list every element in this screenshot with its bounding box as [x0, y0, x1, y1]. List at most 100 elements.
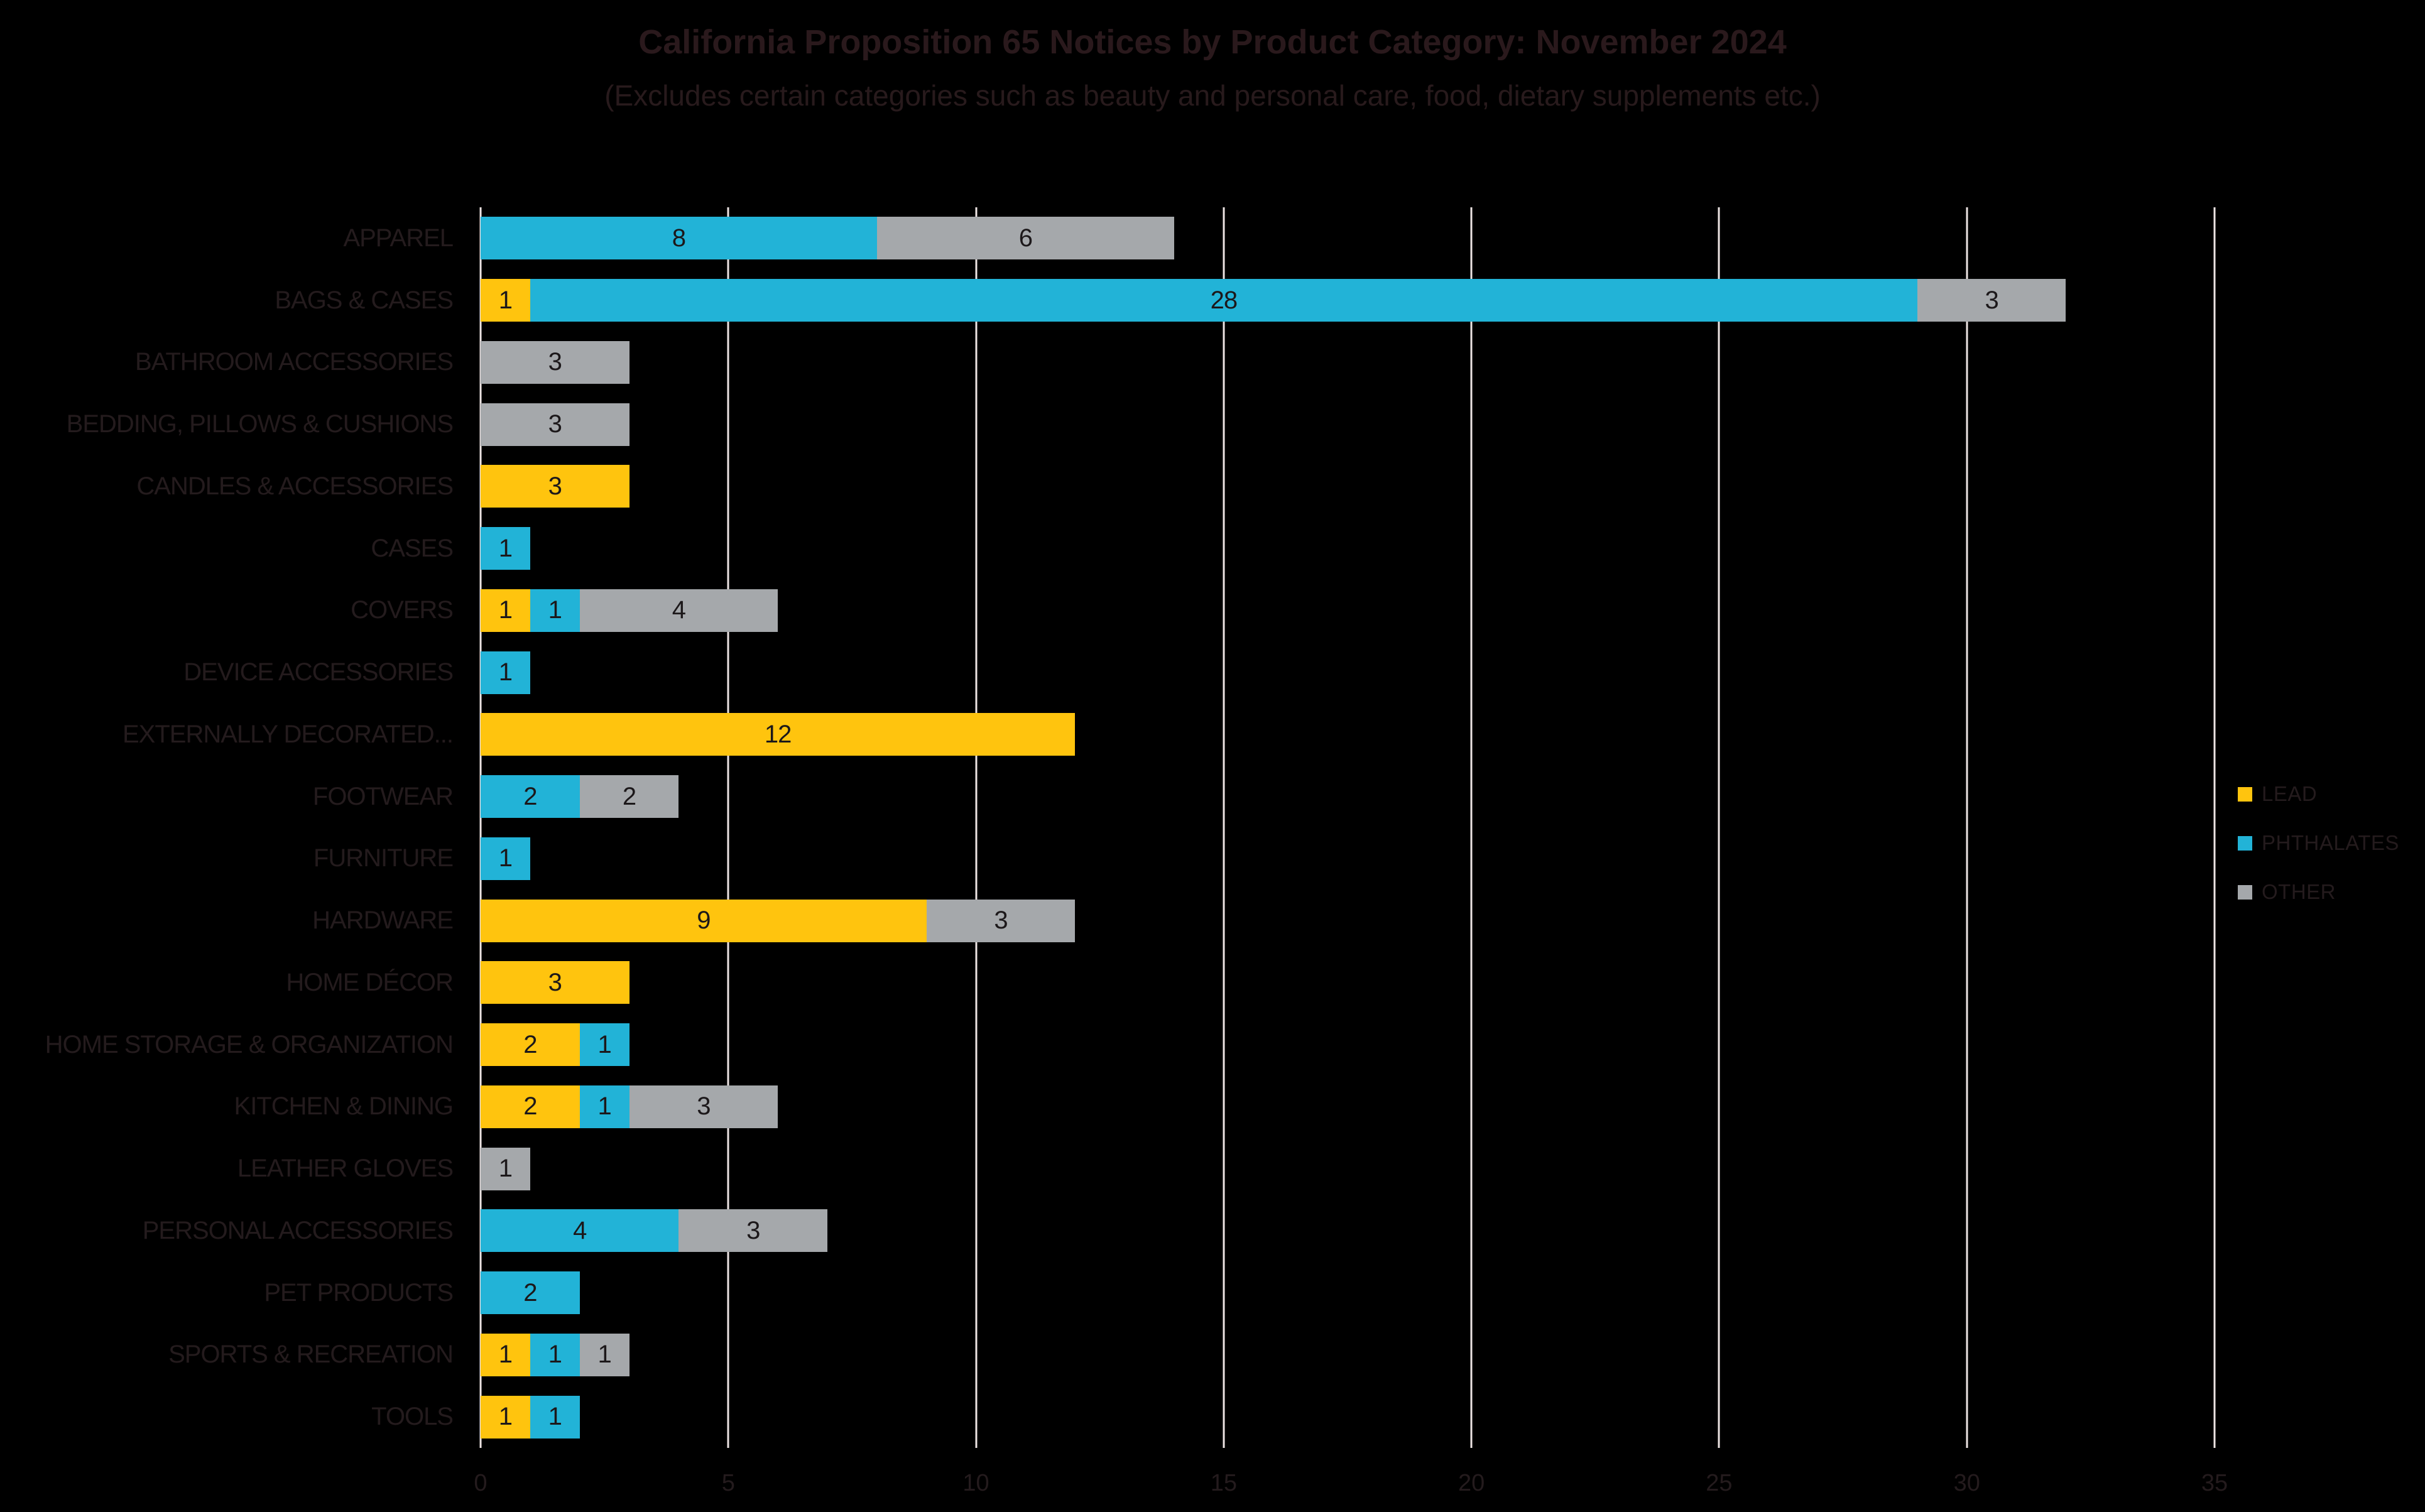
category-label: APPAREL — [343, 224, 454, 252]
gridline-x-25 — [1718, 207, 1720, 1448]
gridline-x-15 — [1223, 207, 1225, 1448]
category-label: HOME STORAGE & ORGANIZATION — [45, 1030, 454, 1058]
bar-value-label: 2 — [523, 782, 537, 810]
bar-value-label: 1 — [597, 1341, 611, 1369]
bar-value-label: 3 — [548, 348, 562, 376]
category-label: SPORTS & RECREATION — [168, 1341, 454, 1369]
legend-label: OTHER — [2262, 880, 2336, 903]
bar-row: 3 — [481, 403, 629, 446]
bar-value-label: 4 — [573, 1216, 587, 1244]
bar-value-label: 1 — [498, 1155, 513, 1183]
bar-value-label: 1 — [548, 596, 562, 624]
category-label: BEDDING, PILLOWS & CUSHIONS — [66, 410, 454, 438]
category-label: PERSONAL ACCESSORIES — [142, 1216, 454, 1244]
gridline-x-0 — [479, 207, 482, 1448]
bar-value-label: 1 — [498, 534, 513, 562]
x-tick-label: 15 — [1210, 1470, 1237, 1496]
bar-value-label: 3 — [1985, 286, 1999, 314]
legend-swatch-lead — [2238, 786, 2252, 802]
category-label: TOOLS — [371, 1403, 454, 1431]
bar-value-label: 1 — [597, 1092, 612, 1121]
bar-segment-lead: 12 — [481, 713, 1076, 756]
bar-segment-phthalates: 8 — [481, 217, 877, 260]
x-tick-label: 30 — [1953, 1470, 1980, 1496]
legend: LEAD PHTHALATES OTHER — [2238, 770, 2399, 916]
bar-segment-phthalates: 28 — [530, 279, 1917, 322]
bar-row: 12 — [481, 713, 1076, 756]
bar-row: 3 — [481, 961, 629, 1004]
bar-row: 1 — [481, 527, 530, 570]
bar-segment-phthalates: 4 — [481, 1209, 679, 1253]
bar-segment-phthalates: 1 — [481, 527, 530, 570]
bar-value-label: 3 — [548, 410, 562, 438]
bar-segment-other: 3 — [629, 1085, 778, 1128]
bar-value-label: 8 — [672, 224, 686, 252]
bar-segment-other: 1 — [579, 1333, 629, 1376]
legend-item-phthalates: PHTHALATES — [2238, 819, 2399, 867]
bar-segment-other: 3 — [1917, 279, 2066, 322]
bar-segment-phthalates: 1 — [579, 1085, 629, 1128]
bar-value-label: 3 — [548, 968, 562, 996]
bar-row: 3 — [481, 340, 629, 384]
bar-row: 2 1 3 — [481, 1085, 778, 1128]
legend-label: LEAD — [2262, 782, 2318, 805]
bar-value-label: 1 — [498, 596, 513, 624]
category-label: FOOTWEAR — [312, 782, 454, 810]
bar-segment-phthalates: 1 — [579, 1023, 629, 1067]
bar-row: 1 — [481, 1147, 530, 1190]
bar-segment-lead: 1 — [481, 1333, 530, 1376]
bar-value-label: 1 — [498, 286, 513, 314]
x-tick-label: 5 — [721, 1470, 735, 1496]
bar-value-label: 3 — [994, 906, 1008, 935]
bar-row: 1 — [481, 651, 530, 694]
bar-segment-lead: 3 — [481, 961, 629, 1004]
gridline-x-35 — [2213, 207, 2216, 1448]
category-label: PET PRODUCTS — [264, 1278, 454, 1307]
bar-segment-other: 3 — [481, 340, 629, 384]
category-label: BAGS & CASES — [275, 286, 454, 314]
legend-item-other: OTHER — [2238, 867, 2399, 916]
bar-value-label: 2 — [523, 1030, 537, 1058]
category-label: HOME DÉCOR — [286, 968, 454, 996]
bar-segment-lead: 1 — [481, 589, 530, 632]
bar-row: 1 — [481, 837, 530, 880]
bar-value-label: 1 — [498, 1403, 513, 1431]
x-tick-label: 0 — [474, 1470, 488, 1496]
category-label: FURNITURE — [313, 844, 454, 873]
category-label: LEATHER GLOVES — [237, 1155, 454, 1183]
bar-segment-phthalates: 1 — [530, 1333, 580, 1376]
bar-segment-phthalates: 1 — [530, 1395, 580, 1439]
bar-value-label: 1 — [548, 1403, 562, 1431]
legend-swatch-phthalates — [2238, 835, 2252, 851]
legend-item-lead: LEAD — [2238, 770, 2399, 819]
bar-segment-other: 1 — [481, 1147, 530, 1190]
bar-value-label: 3 — [548, 472, 562, 500]
legend-swatch-other — [2238, 884, 2252, 900]
x-tick-label: 10 — [962, 1470, 989, 1496]
bar-row: 1 1 1 — [481, 1333, 629, 1376]
plot-area: 8 6 1 28 3 3 3 3 1 1 1 4 1 12 2 2 1 9 3 3 2 1 2 1 3 1 4 3 2 1 1 1 1 1 — [479, 207, 2216, 1448]
bar-row: 3 — [481, 465, 629, 508]
category-label: BATHROOM ACCESSORIES — [134, 348, 454, 376]
category-label: COVERS — [351, 596, 454, 624]
bar-segment-other: 3 — [481, 403, 629, 446]
bar-segment-other: 3 — [678, 1209, 827, 1253]
x-tick-label: 35 — [2201, 1470, 2228, 1496]
bar-segment-other: 4 — [579, 589, 778, 632]
category-axis: APPAREL BAGS & CASES BATHROOM ACCESSORIES B… — [0, 207, 463, 1448]
bar-segment-phthalates: 1 — [481, 837, 530, 880]
gridline-x-10 — [975, 207, 978, 1448]
bar-value-label: 2 — [523, 1278, 537, 1307]
bar-segment-lead: 9 — [481, 899, 927, 942]
bar-value-label: 1 — [548, 1341, 562, 1369]
bar-segment-lead: 2 — [481, 1085, 580, 1128]
bar-segment-lead: 1 — [481, 279, 530, 322]
bar-value-label: 28 — [1210, 286, 1238, 314]
x-tick-label: 25 — [1706, 1470, 1733, 1496]
legend-label: PHTHALATES — [2262, 831, 2399, 854]
gridline-x-30 — [1966, 207, 1968, 1448]
